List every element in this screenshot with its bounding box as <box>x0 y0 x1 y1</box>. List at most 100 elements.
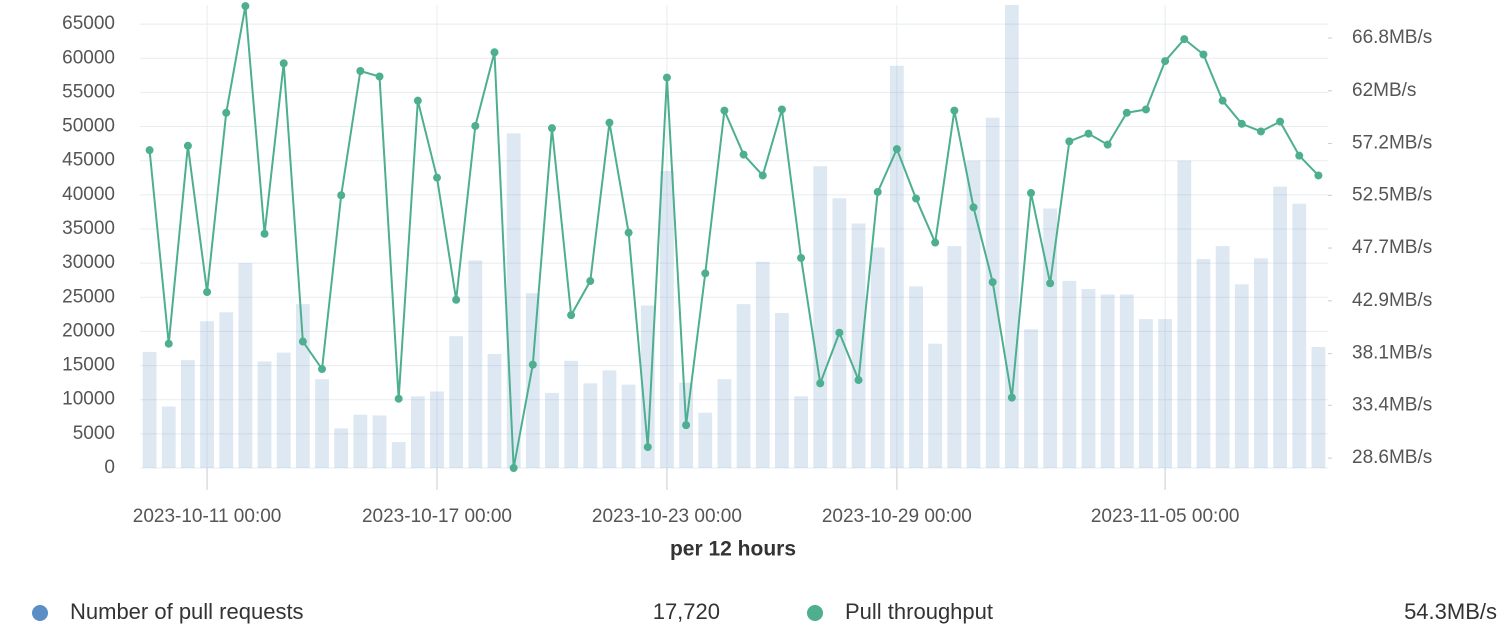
bar <box>1043 208 1058 469</box>
bar <box>334 428 349 468</box>
line-point <box>1256 127 1265 136</box>
line-point <box>183 141 192 150</box>
bar <box>1119 294 1134 468</box>
line-point <box>835 328 844 337</box>
y-tick-label: 55000 <box>62 81 115 102</box>
bar <box>1062 280 1077 468</box>
line-point <box>1161 57 1170 66</box>
line-point <box>1314 171 1323 180</box>
line-point <box>452 295 461 304</box>
line-point <box>298 337 307 346</box>
bar <box>1177 160 1192 469</box>
bar <box>736 304 751 468</box>
bar <box>525 293 540 468</box>
bar <box>1254 258 1268 468</box>
line-point <box>375 72 384 81</box>
bar <box>257 361 272 468</box>
x-tick-label: 2023-10-29 00:00 <box>822 506 972 527</box>
line-point <box>1084 129 1093 138</box>
bar <box>775 312 789 468</box>
bar <box>1196 259 1211 468</box>
line-point <box>413 96 422 105</box>
bar <box>985 117 1000 468</box>
y-tick-label: 40000 <box>62 184 115 205</box>
line-point <box>969 203 978 212</box>
y-tick-label: 35000 <box>62 218 115 239</box>
bar <box>1081 289 1096 468</box>
bar <box>909 286 923 468</box>
legend-label: Number of pull requests <box>70 599 304 624</box>
bar <box>545 392 559 468</box>
bar <box>353 414 368 468</box>
bar <box>640 305 655 468</box>
line-point <box>337 191 346 200</box>
y-tick-label: 25000 <box>62 286 115 307</box>
line-point <box>739 150 748 159</box>
bar <box>1024 329 1038 468</box>
line-point <box>1237 119 1246 128</box>
bar <box>966 160 981 469</box>
line-point <box>701 269 710 278</box>
line-point <box>1180 35 1189 44</box>
line-point <box>758 171 767 180</box>
bar <box>372 415 387 468</box>
bar <box>583 383 598 468</box>
bar <box>1158 319 1173 468</box>
bar <box>602 370 617 468</box>
line-point <box>682 421 691 430</box>
line-point <box>586 277 595 286</box>
line-point <box>1103 140 1112 149</box>
bar <box>717 379 732 468</box>
line-point <box>509 464 518 472</box>
line-point <box>1276 117 1285 126</box>
bar <box>487 353 502 468</box>
y-tick-label: 50000 <box>62 116 115 137</box>
line-point <box>260 229 269 238</box>
y2-tick-label: 38.1MB/s <box>1352 343 1432 364</box>
legend-marker <box>807 605 823 621</box>
y-tick-label: 65000 <box>62 13 115 34</box>
bar <box>276 352 291 468</box>
line-point <box>1218 96 1227 105</box>
y-tick-label: 5000 <box>73 423 115 444</box>
x-tick-label: 2023-10-23 00:00 <box>592 506 742 527</box>
y-tick-label: 0 <box>104 457 115 478</box>
line-point <box>1007 393 1016 402</box>
y-tick-label: 60000 <box>62 47 115 68</box>
line-point <box>624 228 633 237</box>
bar <box>928 343 943 468</box>
bar <box>430 391 444 468</box>
bar <box>410 396 425 468</box>
legend-value: 54.3MB/s <box>1404 599 1497 624</box>
line-point <box>777 105 786 114</box>
bar <box>200 321 214 468</box>
y-tick-label: 20000 <box>62 320 115 341</box>
x-tick-label: 2023-10-17 00:00 <box>362 506 512 527</box>
bar <box>794 396 808 468</box>
line-point <box>873 187 882 196</box>
bar <box>315 379 329 468</box>
bar <box>947 246 962 468</box>
line-point <box>950 106 959 115</box>
line-point <box>567 311 576 320</box>
line-point <box>720 106 729 115</box>
y-tick-label: 30000 <box>62 252 115 273</box>
line-point <box>394 394 403 403</box>
line-point <box>222 108 231 117</box>
legend-value: 17,720 <box>653 599 720 624</box>
line-point <box>203 288 212 297</box>
line-point <box>662 73 671 82</box>
bar <box>870 247 885 468</box>
bar <box>142 351 157 468</box>
bar <box>506 133 521 468</box>
x-tick-label: 2023-10-11 00:00 <box>133 506 282 527</box>
line-point <box>433 173 441 182</box>
y-tick-label: 10000 <box>62 389 115 410</box>
y2-tick-label: 33.4MB/s <box>1352 394 1432 415</box>
bar <box>1292 203 1307 468</box>
bar <box>449 336 464 468</box>
line-point <box>471 121 480 130</box>
bar <box>1311 346 1326 468</box>
x-axis-label: per 12 hours <box>670 538 796 561</box>
line-point <box>279 59 288 68</box>
